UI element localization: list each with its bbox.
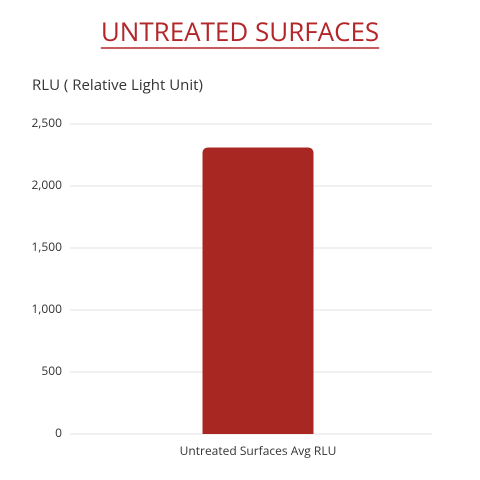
y-tick-label: 1,500 bbox=[31, 238, 62, 255]
bar bbox=[202, 147, 314, 434]
y-tick-label: 2,000 bbox=[31, 176, 62, 193]
y-tick-label: 0 bbox=[55, 424, 62, 441]
x-tick-label: Untreated Surfaces Avg RLU bbox=[180, 442, 337, 459]
y-tick-label: 1,000 bbox=[31, 300, 62, 317]
chart-title: UNTREATED SURFACES bbox=[101, 13, 379, 49]
y-axis-label: RLU ( Relative Light Unit) bbox=[32, 75, 203, 95]
y-tick-label: 500 bbox=[41, 362, 62, 379]
y-tick-label: 2,500 bbox=[31, 114, 62, 131]
